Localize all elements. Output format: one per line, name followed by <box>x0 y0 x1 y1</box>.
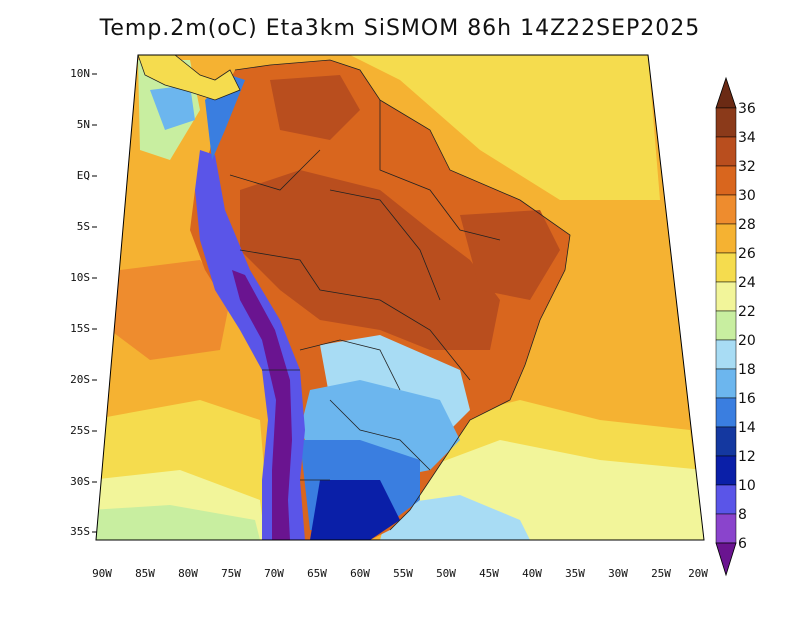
lon-label: 80W <box>178 567 198 580</box>
colorbar-label: 32 <box>738 159 756 175</box>
lon-label: 45W <box>479 567 499 580</box>
lon-label: 55W <box>393 567 413 580</box>
lat-label: 30S <box>70 475 90 488</box>
lat-label: 10S <box>70 271 90 284</box>
land-interior-hot <box>240 170 500 350</box>
axis-ticks <box>92 73 97 533</box>
colorbar-label: 30 <box>738 188 756 204</box>
lat-label: 20S <box>70 373 90 386</box>
lon-label: 85W <box>135 567 155 580</box>
colorbar-label: 8 <box>738 507 747 523</box>
colorbar-label: 24 <box>738 275 756 291</box>
colorbar-label: 10 <box>738 478 756 494</box>
colorbar-top-arrow <box>715 76 737 109</box>
colorbar-label: 12 <box>738 449 756 465</box>
country-borders <box>229 59 571 531</box>
colorbar-label: 22 <box>738 304 756 320</box>
colorbar-label: 34 <box>738 130 756 146</box>
land-cold-south <box>310 480 400 540</box>
ocean-pacific-warm <box>110 260 230 360</box>
land-central-america <box>137 55 241 101</box>
map-domain <box>96 55 704 540</box>
lon-label: 20W <box>688 567 708 580</box>
colorbar-label: 6 <box>738 536 747 552</box>
colorbar-label: 26 <box>738 246 756 262</box>
lat-label: 35S <box>70 525 90 538</box>
colorbar-label: 16 <box>738 391 756 407</box>
lon-label: 50W <box>436 567 456 580</box>
ocean-atlantic-north <box>350 55 660 200</box>
colorbar-label: 18 <box>738 362 756 378</box>
colorbar-label: 20 <box>738 333 756 349</box>
lat-label: 25S <box>70 424 90 437</box>
colorbar-label: 36 <box>738 101 756 117</box>
lat-label: EQ <box>76 169 90 182</box>
colorbar-label: 28 <box>738 217 756 233</box>
lon-label: 75W <box>221 567 241 580</box>
colorbar-label: 14 <box>738 420 756 436</box>
lon-label: 30W <box>608 567 628 580</box>
lat-label: 5N <box>76 118 90 131</box>
lon-label: 70W <box>264 567 284 580</box>
lon-label: 60W <box>350 567 370 580</box>
lat-label: 15S <box>70 322 90 335</box>
lat-label: 5S <box>76 220 90 233</box>
map-frame <box>95 54 705 541</box>
lon-label: 25W <box>651 567 671 580</box>
lat-label: 10N <box>70 67 90 80</box>
colorbar-bottom-arrow <box>715 542 737 577</box>
lon-label: 65W <box>307 567 327 580</box>
colorbar <box>715 76 737 577</box>
lon-label: 90W <box>92 567 112 580</box>
lon-label: 40W <box>522 567 542 580</box>
lon-label: 35W <box>565 567 585 580</box>
map-title: Temp.2m(oC) Eta3km SiSMOM 86h 14Z22SEP20… <box>99 16 701 41</box>
